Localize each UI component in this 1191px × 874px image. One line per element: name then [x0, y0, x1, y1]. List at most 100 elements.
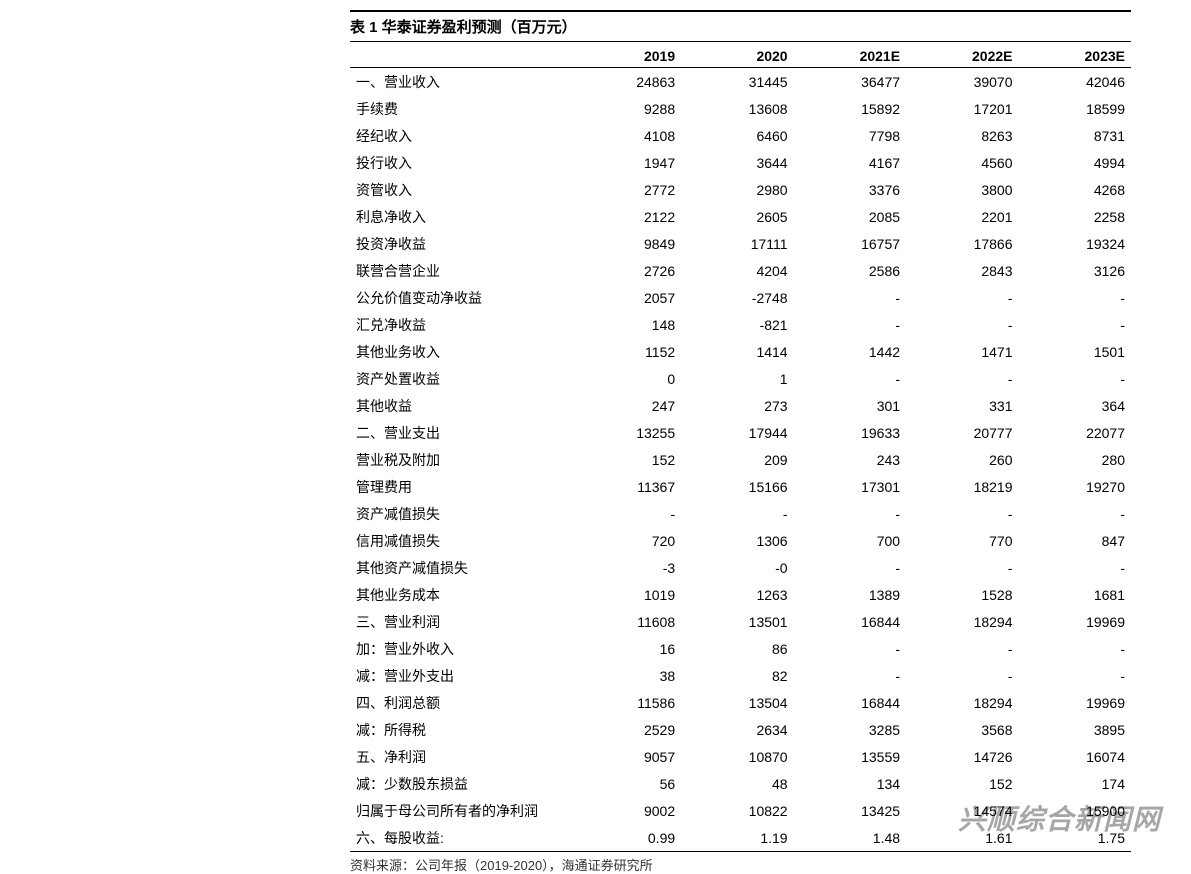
header-row: 2019 2020 2021E 2022E 2023E — [350, 44, 1131, 68]
cell: 86 — [681, 635, 793, 662]
cell: - — [906, 662, 1018, 689]
table-row: 其他收益247273301331364 — [350, 392, 1131, 419]
row-label: 汇兑净收益 — [350, 311, 569, 338]
cell: 8731 — [1019, 122, 1132, 149]
source-note: 资料来源：公司年报（2019-2020），海通证券研究所 — [350, 852, 1131, 874]
cell: 174 — [1019, 770, 1132, 797]
cell: - — [794, 554, 906, 581]
cell: 18599 — [1019, 95, 1132, 122]
table-row: 五、净利润905710870135591472616074 — [350, 743, 1131, 770]
cell: 847 — [1019, 527, 1132, 554]
cell: 10822 — [681, 797, 793, 824]
cell: 2726 — [569, 257, 681, 284]
cell: 17301 — [794, 473, 906, 500]
cell: 4108 — [569, 122, 681, 149]
table-row: 减：营业外支出3882--- — [350, 662, 1131, 689]
cell: -0 — [681, 554, 793, 581]
cell: 4994 — [1019, 149, 1132, 176]
cell: 11608 — [569, 608, 681, 635]
cell: 2122 — [569, 203, 681, 230]
cell: 1947 — [569, 149, 681, 176]
cell: 1.19 — [681, 824, 793, 852]
cell: - — [794, 662, 906, 689]
cell: - — [906, 311, 1018, 338]
row-label: 加：营业外收入 — [350, 635, 569, 662]
cell: 11367 — [569, 473, 681, 500]
cell: 2586 — [794, 257, 906, 284]
header-blank — [350, 44, 569, 68]
cell: 4560 — [906, 149, 1018, 176]
row-label: 资管收入 — [350, 176, 569, 203]
cell: 13255 — [569, 419, 681, 446]
cell: - — [794, 365, 906, 392]
cell: 1528 — [906, 581, 1018, 608]
row-label: 其他收益 — [350, 392, 569, 419]
table-row: 减：少数股东损益5648134152174 — [350, 770, 1131, 797]
row-label: 联营合营企业 — [350, 257, 569, 284]
cell: 4167 — [794, 149, 906, 176]
cell: 1501 — [1019, 338, 1132, 365]
cell: - — [1019, 635, 1132, 662]
cell: - — [1019, 662, 1132, 689]
cell: - — [794, 284, 906, 311]
watermark: 兴顺综合新闻网 — [958, 798, 1161, 838]
table-row: 一、营业收入2486331445364773907042046 — [350, 68, 1131, 96]
cell: 3644 — [681, 149, 793, 176]
cell: 19633 — [794, 419, 906, 446]
cell: 247 — [569, 392, 681, 419]
table-body: 一、营业收入2486331445364773907042046手续费928813… — [350, 68, 1131, 852]
cell: 7798 — [794, 122, 906, 149]
cell: 15166 — [681, 473, 793, 500]
cell: 13559 — [794, 743, 906, 770]
cell: 364 — [1019, 392, 1132, 419]
cell: 1 — [681, 365, 793, 392]
row-label: 三、营业利润 — [350, 608, 569, 635]
cell: 10870 — [681, 743, 793, 770]
cell: 3895 — [1019, 716, 1132, 743]
row-label: 手续费 — [350, 95, 569, 122]
cell: 18294 — [906, 608, 1018, 635]
cell: 3285 — [794, 716, 906, 743]
cell: -821 — [681, 311, 793, 338]
table-row: 四、利润总额1158613504168441829419969 — [350, 689, 1131, 716]
cell: 2843 — [906, 257, 1018, 284]
cell: 31445 — [681, 68, 793, 96]
cell: 19969 — [1019, 689, 1132, 716]
col-2022e: 2022E — [906, 44, 1018, 68]
cell: 1.48 — [794, 824, 906, 852]
title-underline — [350, 41, 1131, 42]
cell: 13608 — [681, 95, 793, 122]
cell: 3376 — [794, 176, 906, 203]
cell: 11586 — [569, 689, 681, 716]
cell: 331 — [906, 392, 1018, 419]
table-row: 利息净收入21222605208522012258 — [350, 203, 1131, 230]
cell: 9849 — [569, 230, 681, 257]
cell: 273 — [681, 392, 793, 419]
cell: - — [1019, 365, 1132, 392]
row-label: 经纪收入 — [350, 122, 569, 149]
table-row: 投资净收益984917111167571786619324 — [350, 230, 1131, 257]
row-label: 二、营业支出 — [350, 419, 569, 446]
cell: 19969 — [1019, 608, 1132, 635]
cell: 9288 — [569, 95, 681, 122]
cell: 1442 — [794, 338, 906, 365]
cell: 18294 — [906, 689, 1018, 716]
cell: 17944 — [681, 419, 793, 446]
cell: 39070 — [906, 68, 1018, 96]
row-label: 五、净利润 — [350, 743, 569, 770]
table-row: 联营合营企业27264204258628433126 — [350, 257, 1131, 284]
cell: 16844 — [794, 689, 906, 716]
cell: 1306 — [681, 527, 793, 554]
cell: 4268 — [1019, 176, 1132, 203]
cell: 38 — [569, 662, 681, 689]
cell: 1019 — [569, 581, 681, 608]
col-2021e: 2021E — [794, 44, 906, 68]
cell: - — [1019, 554, 1132, 581]
cell: 17866 — [906, 230, 1018, 257]
table-row: 管理费用1136715166173011821919270 — [350, 473, 1131, 500]
row-label: 利息净收入 — [350, 203, 569, 230]
cell: 1681 — [1019, 581, 1132, 608]
row-label: 信用减值损失 — [350, 527, 569, 554]
row-label: 资产处置收益 — [350, 365, 569, 392]
cell: 2057 — [569, 284, 681, 311]
